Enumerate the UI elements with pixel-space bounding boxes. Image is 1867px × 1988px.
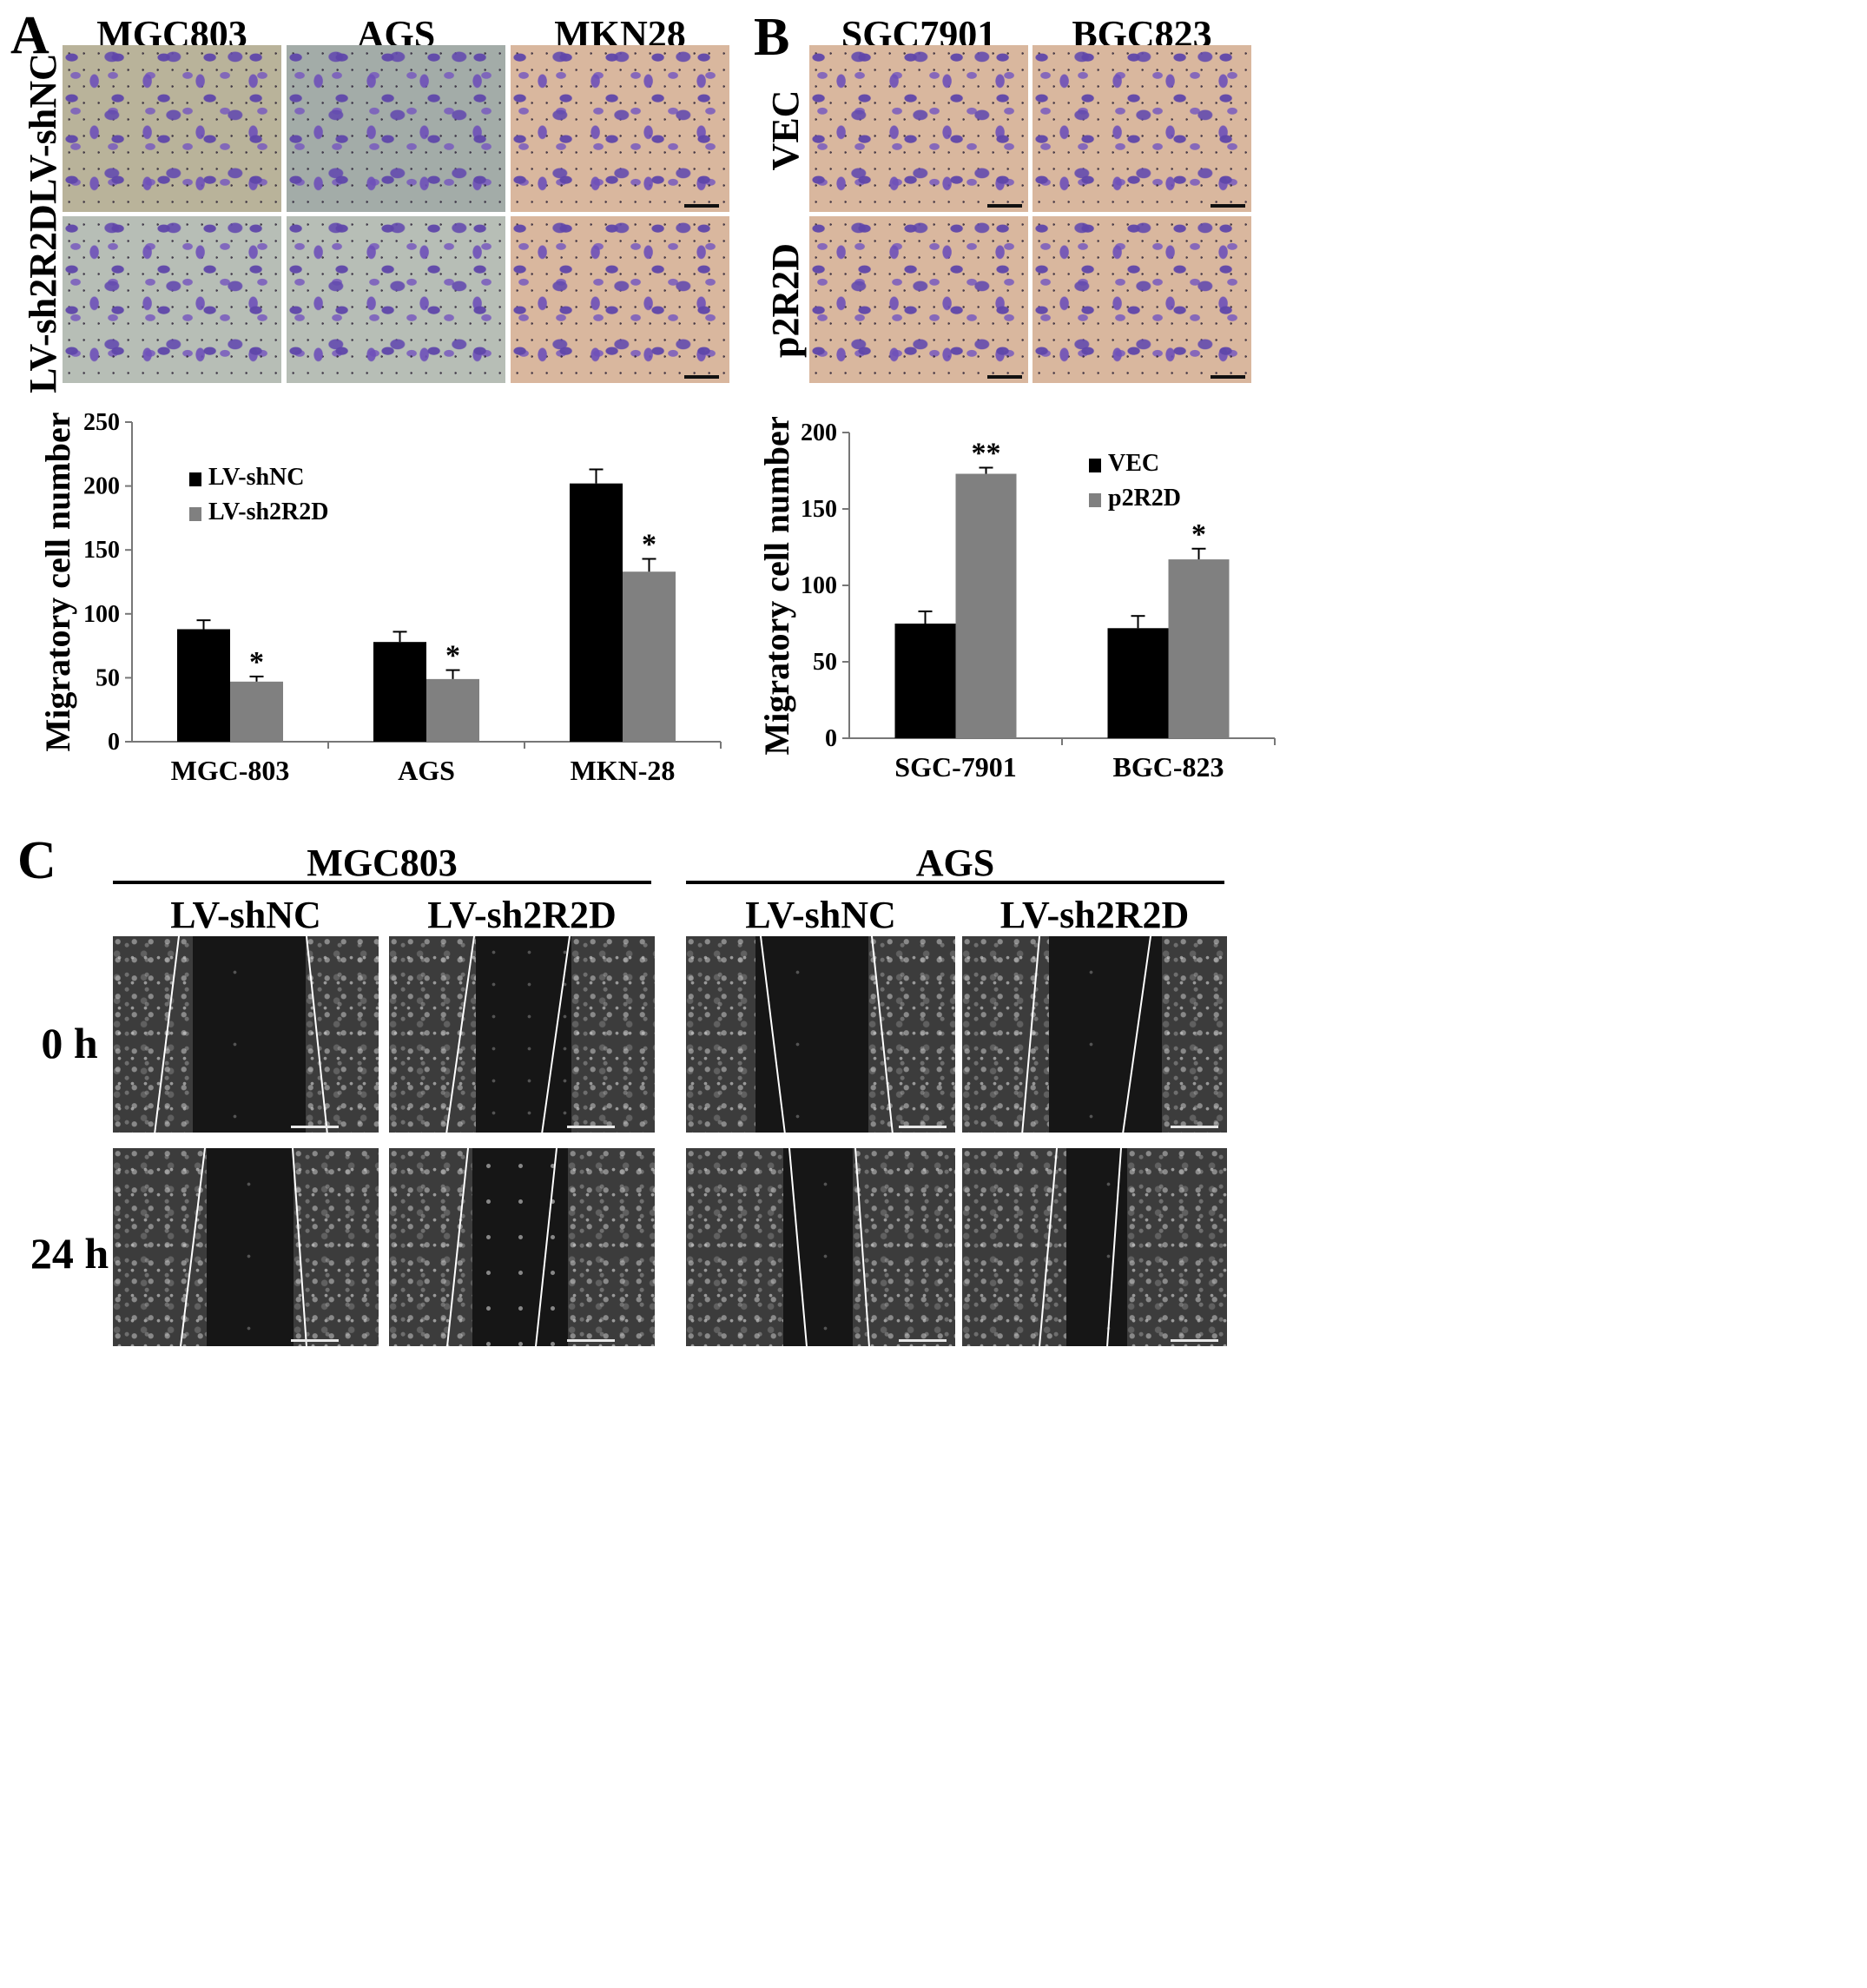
legend-swatch-lv-shnc [189, 472, 201, 486]
panel-b-row-p2r2d: p2R2D [764, 242, 807, 359]
panel-c-label: C [17, 831, 56, 890]
bar-p2r2d [955, 473, 1017, 738]
y-axis-title: Migratory cell number [38, 413, 77, 752]
panel-b-label: B [754, 8, 790, 67]
x-tick-label: BGC-823 [1113, 751, 1224, 783]
y-tick-label: 0 [108, 729, 120, 756]
bar-lv-shnc [373, 642, 426, 742]
panel-a-row-lvsh2r2d: LV-sh2R2D [22, 204, 64, 393]
wound-image-ags-lvshnc-0h [686, 936, 955, 1133]
bar-lv-shnc [177, 629, 230, 742]
significance-marker: * [249, 646, 264, 678]
legend-label: p2R2D [1108, 485, 1181, 512]
legend-swatch-p2r2d [1089, 493, 1101, 507]
wound-image-mgc803-lvsh2r2d-24h [389, 1148, 655, 1346]
transwell-image-mkn28-lvshnc [511, 45, 729, 212]
panel-c-group-mgc803-rule [113, 881, 651, 884]
panel-c-mgc803-lvsh2r2d: LV-sh2R2D [427, 894, 617, 936]
legend-swatch-lv-sh2r2d [189, 507, 201, 521]
y-tick-label: 50 [96, 664, 120, 691]
x-tick-label: MGC-803 [171, 755, 290, 786]
transwell-image-bgc823-vec [1032, 45, 1251, 212]
bar-lv-shnc [570, 483, 623, 742]
panel-c-row-24h: 24 h [30, 1229, 109, 1278]
bar-lv-sh2r2d [426, 678, 479, 742]
y-tick-label: 100 [801, 572, 837, 599]
transwell-image-ags-lvsh2r2d [287, 216, 505, 383]
bar-vec [894, 624, 956, 738]
transwell-image-mgc803-lvsh2r2d [63, 216, 281, 383]
panel-c-group-ags: AGS [915, 842, 995, 884]
panel-c-ags-lvshnc: LV-shNC [745, 894, 896, 936]
wound-image-ags-lvsh2r2d-24h [962, 1148, 1227, 1346]
wound-image-mgc803-lvsh2r2d-0h [389, 936, 655, 1133]
bar-p2r2d [1168, 559, 1230, 738]
x-tick-label: AGS [398, 755, 455, 786]
legend-label: LV-sh2R2D [208, 499, 328, 525]
panel-c-group-mgc803: MGC803 [307, 842, 458, 884]
significance-marker: * [1191, 518, 1206, 551]
panel-c-mgc803-lvshnc: LV-shNC [170, 894, 321, 936]
significance-marker: * [445, 640, 460, 672]
y-tick-label: 200 [801, 419, 837, 446]
y-tick-label: 150 [801, 496, 837, 523]
y-tick-label: 200 [83, 473, 120, 500]
transwell-image-mkn28-lvsh2r2d [511, 216, 729, 383]
bar-lv-sh2r2d [623, 571, 676, 742]
y-axis-title: Migratory cell number [757, 417, 796, 756]
legend-swatch-vec [1089, 459, 1101, 472]
wound-image-mgc803-lvshnc-0h [113, 936, 379, 1133]
panel-c-row-0h: 0 h [41, 1019, 98, 1067]
transwell-image-mgc803-lvshnc [63, 45, 281, 212]
y-tick-label: 150 [83, 537, 120, 564]
y-tick-label: 0 [825, 725, 837, 752]
significance-marker: * [642, 529, 656, 561]
panel-a-label: A [10, 6, 49, 65]
y-tick-label: 50 [813, 649, 837, 676]
bar-lv-sh2r2d [230, 681, 283, 742]
panel-b-row-vec: VEC [764, 89, 807, 171]
legend-label: LV-shNC [208, 464, 304, 491]
wound-image-ags-lvshnc-24h [686, 1148, 955, 1346]
transwell-image-bgc823-p2r2d [1032, 216, 1251, 383]
wound-image-ags-lvsh2r2d-0h [962, 936, 1227, 1133]
x-tick-label: MKN-28 [571, 755, 676, 786]
bar-vec [1107, 628, 1169, 738]
transwell-image-sgc7901-vec [809, 45, 1028, 212]
y-tick-label: 250 [83, 409, 120, 436]
panel-a-row-lvshnc: LV-shNC [22, 53, 64, 204]
panel-c-group-ags-rule [686, 881, 1224, 884]
transwell-image-ags-lvshnc [287, 45, 505, 212]
significance-marker: ** [972, 437, 1001, 469]
y-tick-label: 100 [83, 601, 120, 628]
wound-image-mgc803-lvshnc-24h [113, 1148, 379, 1346]
transwell-image-sgc7901-p2r2d [809, 216, 1028, 383]
legend-label: VEC [1108, 450, 1159, 477]
x-tick-label: SGC-7901 [894, 751, 1016, 783]
panel-c-ags-lvsh2r2d: LV-sh2R2D [999, 894, 1190, 936]
